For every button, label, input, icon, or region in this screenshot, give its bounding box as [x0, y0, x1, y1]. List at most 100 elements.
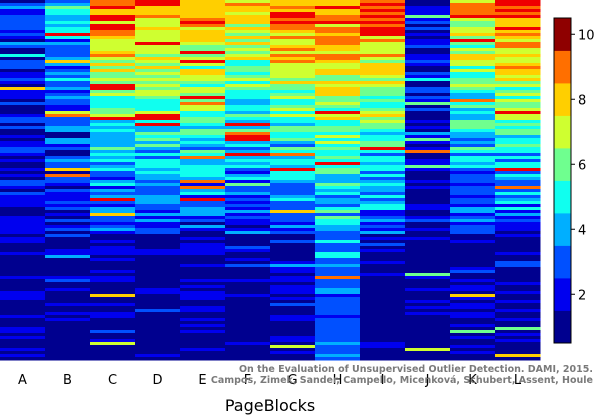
heatmap-cell: [135, 333, 181, 337]
heatmap-cell: [90, 246, 136, 250]
heatmap-cell: [0, 297, 46, 301]
heatmap-cell: [315, 69, 361, 73]
heatmap-cell: [495, 186, 541, 190]
heatmap-cell: [405, 264, 451, 268]
heatmap-cell: [45, 39, 91, 43]
heatmap-cell: [495, 123, 541, 127]
heatmap-cell: [180, 33, 226, 37]
heatmap-cell: [450, 342, 496, 346]
heatmap-cell: [405, 147, 451, 151]
heatmap-cell: [225, 168, 271, 172]
heatmap-cell: [90, 144, 136, 148]
heatmap-cell: [270, 231, 316, 235]
heatmap-cell: [90, 48, 136, 52]
heatmap-cell: [270, 303, 316, 307]
heatmap-cell: [180, 252, 226, 256]
heatmap-cell: [135, 348, 181, 352]
heatmap-cell: [315, 180, 361, 184]
heatmap-cell: [315, 138, 361, 142]
heatmap-cell: [360, 111, 406, 115]
heatmap-cell: [180, 12, 226, 16]
heatmap-cell: [0, 117, 46, 121]
heatmap-cell: [360, 54, 406, 58]
heatmap-cell: [360, 168, 406, 172]
heatmap-cell: [180, 321, 226, 325]
heatmap-cell: [450, 60, 496, 64]
heatmap-cell: [90, 102, 136, 106]
heatmap-cell: [0, 189, 46, 193]
heatmap-cell: [495, 153, 541, 157]
heatmap-cell: [0, 339, 46, 343]
heatmap-cell: [495, 120, 541, 124]
heatmap-cell: [90, 42, 136, 46]
heatmap-cell: [270, 186, 316, 190]
heatmap-cell: [315, 111, 361, 115]
heatmap-cell: [360, 105, 406, 109]
heatmap-cell: [405, 219, 451, 223]
heatmap-cell: [45, 234, 91, 238]
heatmap-cell: [450, 240, 496, 244]
heatmap-cell: [90, 156, 136, 160]
heatmap-cell: [45, 93, 91, 97]
heatmap-cell: [405, 246, 451, 250]
heatmap-cell: [0, 24, 46, 28]
heatmap-cell: [135, 177, 181, 181]
heatmap-cell: [315, 351, 361, 355]
heatmap-cell: [45, 156, 91, 160]
heatmap-cell: [450, 3, 496, 7]
heatmap-cell: [90, 267, 136, 271]
heatmap-cell: [315, 30, 361, 34]
heatmap-cell: [450, 357, 496, 361]
heatmap-cell: [90, 129, 136, 133]
heatmap-cell: [405, 99, 451, 103]
heatmap-cell: [90, 90, 136, 94]
heatmap-cell: [135, 48, 181, 52]
heatmap-cell: [180, 150, 226, 154]
heatmap-cell: [405, 237, 451, 241]
heatmap-cell: [225, 294, 271, 298]
heatmap-cell: [0, 237, 46, 241]
heatmap-cell: [495, 243, 541, 247]
heatmap-cell: [360, 183, 406, 187]
heatmap-cell: [45, 147, 91, 151]
heatmap-cell: [0, 282, 46, 286]
heatmap-cell: [360, 309, 406, 313]
heatmap-cell: [450, 252, 496, 256]
x-tick-label: J: [425, 373, 430, 388]
heatmap-cell: [0, 303, 46, 307]
heatmap-cell: [405, 120, 451, 124]
heatmap-cell: [315, 249, 361, 253]
heatmap-cell: [405, 276, 451, 280]
heatmap-cell: [360, 18, 406, 22]
heatmap-cell: [180, 243, 226, 247]
heatmap-cell: [405, 15, 451, 19]
heatmap-cell: [495, 222, 541, 226]
heatmap-cell: [495, 342, 541, 346]
heatmap-cell: [90, 345, 136, 349]
heatmap-cell: [0, 9, 46, 13]
heatmap-cell: [315, 0, 361, 4]
heatmap-cell: [45, 357, 91, 361]
heatmap-cell: [360, 87, 406, 91]
heatmap-cell: [405, 243, 451, 247]
heatmap-cell: [135, 285, 181, 289]
heatmap-cell: [135, 213, 181, 217]
heatmap-cell: [405, 63, 451, 67]
heatmap-cell: [360, 138, 406, 142]
heatmap-cell: [225, 102, 271, 106]
x-tick-label: K: [468, 373, 477, 388]
heatmap-cell: [315, 12, 361, 16]
heatmap-cell: [405, 111, 451, 115]
heatmap-cell: [45, 213, 91, 217]
heatmap-cell: [450, 45, 496, 49]
heatmap-cell: [90, 276, 136, 280]
heatmap-cell: [495, 51, 541, 55]
heatmap-cell: [495, 177, 541, 181]
heatmap-cell: [90, 81, 136, 85]
heatmap-cell: [135, 171, 181, 175]
heatmap-cell: [360, 267, 406, 271]
heatmap-cell: [495, 144, 541, 148]
heatmap-cell: [135, 30, 181, 34]
heatmap-cell: [315, 258, 361, 262]
heatmap-cell: [225, 69, 271, 73]
